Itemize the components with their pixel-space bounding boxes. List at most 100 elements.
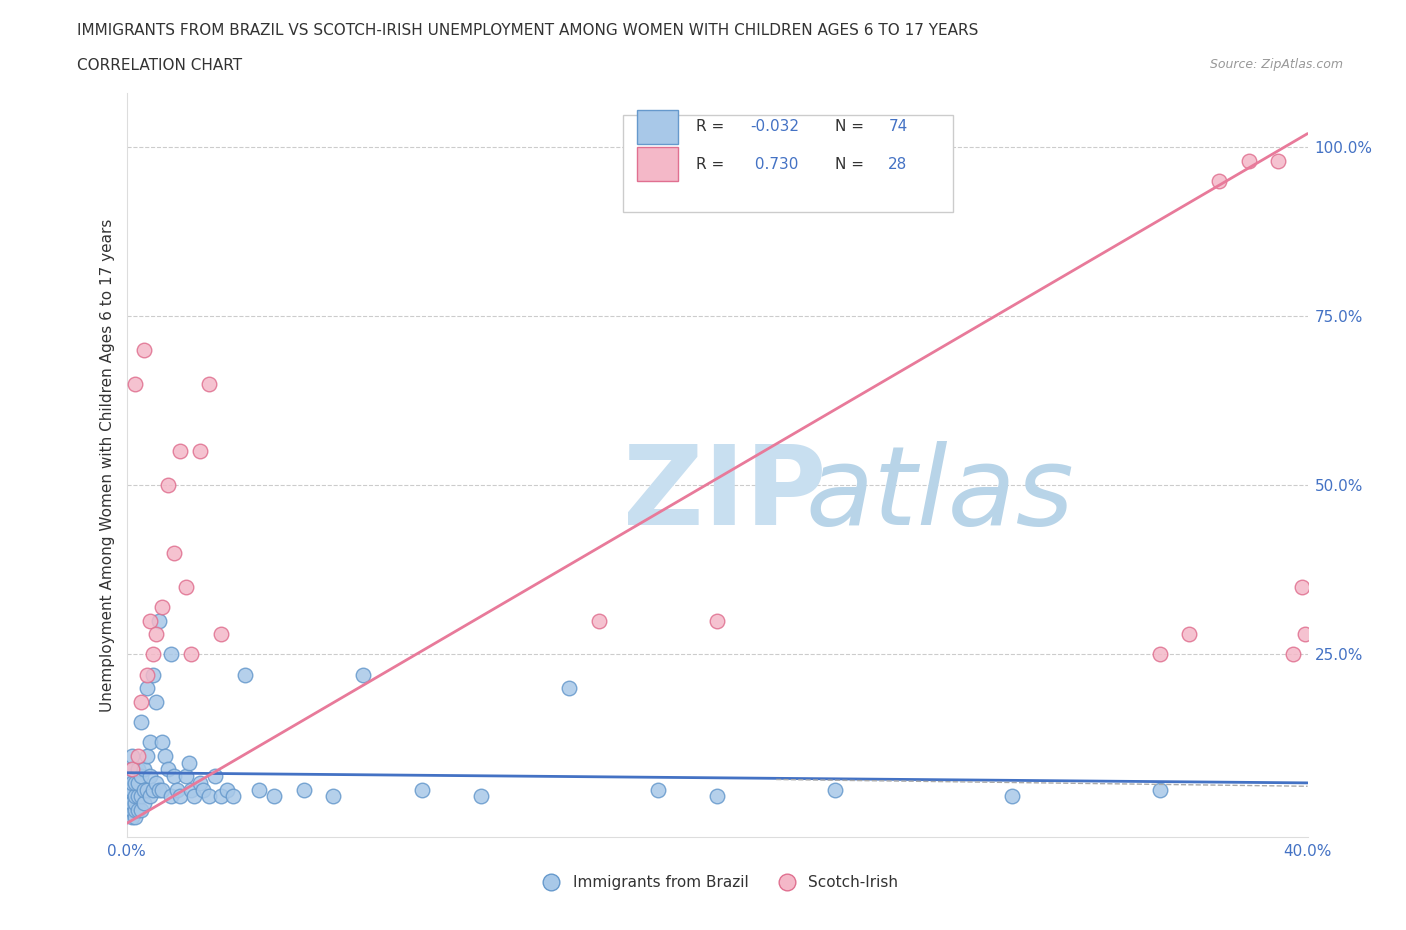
- Point: [150, 735, 173, 750]
- Point: [156, 478, 179, 493]
- Point: [124, 377, 146, 392]
- Point: [127, 803, 149, 817]
- Point: [124, 809, 146, 824]
- Point: [121, 749, 143, 764]
- Point: [177, 755, 200, 770]
- Point: [127, 749, 149, 764]
- Point: [215, 782, 238, 797]
- Point: [222, 789, 245, 804]
- Point: [142, 667, 165, 682]
- Point: [174, 769, 197, 784]
- Text: R =: R =: [696, 119, 724, 134]
- Point: [118, 782, 141, 797]
- Point: [121, 782, 143, 797]
- Point: [136, 749, 159, 764]
- Point: [134, 342, 156, 357]
- Text: atlas: atlas: [806, 441, 1074, 549]
- Point: [183, 789, 205, 804]
- Point: [1291, 579, 1313, 594]
- Text: R =: R =: [696, 156, 724, 171]
- Point: [118, 769, 141, 784]
- Point: [292, 782, 315, 797]
- Point: [166, 782, 188, 797]
- Point: [163, 546, 186, 561]
- Point: [124, 803, 146, 817]
- Point: [204, 769, 226, 784]
- Point: [156, 762, 179, 777]
- Point: [127, 789, 149, 804]
- Point: [193, 782, 215, 797]
- Point: [118, 796, 141, 811]
- Point: [118, 803, 141, 817]
- Text: 28: 28: [889, 156, 907, 171]
- Point: [706, 789, 728, 804]
- Point: [134, 796, 156, 811]
- Text: Source: ZipAtlas.com: Source: ZipAtlas.com: [1209, 58, 1343, 71]
- Point: [169, 789, 191, 804]
- Point: [647, 782, 669, 797]
- Point: [139, 613, 162, 628]
- Point: [180, 647, 202, 662]
- Point: [129, 714, 153, 729]
- Bar: [637, 110, 678, 143]
- Text: 74: 74: [889, 119, 907, 134]
- Point: [136, 782, 159, 797]
- Point: [134, 762, 156, 777]
- Point: [136, 681, 159, 696]
- Text: N =: N =: [835, 119, 865, 134]
- Point: [188, 776, 212, 790]
- Point: [136, 667, 159, 682]
- Point: [169, 444, 191, 458]
- Point: [121, 796, 143, 811]
- Point: [352, 667, 374, 682]
- Point: [127, 762, 149, 777]
- Point: [1149, 647, 1171, 662]
- Point: [322, 789, 344, 804]
- Text: CORRELATION CHART: CORRELATION CHART: [77, 58, 242, 73]
- Point: [118, 789, 141, 804]
- FancyBboxPatch shape: [623, 115, 953, 212]
- Point: [558, 681, 581, 696]
- Point: [150, 782, 173, 797]
- Bar: [637, 147, 678, 180]
- Point: [139, 735, 162, 750]
- Text: N =: N =: [835, 156, 865, 171]
- Point: [121, 776, 143, 790]
- Point: [142, 647, 165, 662]
- Point: [1208, 174, 1230, 189]
- Point: [1149, 782, 1171, 797]
- Point: [198, 789, 221, 804]
- Point: [249, 782, 271, 797]
- Point: [263, 789, 285, 804]
- Point: [233, 667, 256, 682]
- Text: -0.032: -0.032: [751, 119, 799, 134]
- Text: IMMIGRANTS FROM BRAZIL VS SCOTCH-IRISH UNEMPLOYMENT AMONG WOMEN WITH CHILDREN AG: IMMIGRANTS FROM BRAZIL VS SCOTCH-IRISH U…: [77, 23, 979, 38]
- Point: [1282, 647, 1305, 662]
- Point: [124, 796, 146, 811]
- Point: [127, 776, 149, 790]
- Point: [1237, 153, 1260, 168]
- Point: [121, 762, 143, 777]
- Point: [145, 776, 167, 790]
- Point: [174, 579, 197, 594]
- Point: [188, 444, 212, 458]
- Point: [198, 377, 221, 392]
- Point: [706, 613, 728, 628]
- Point: [129, 769, 153, 784]
- Point: [1294, 627, 1316, 642]
- Point: [121, 762, 143, 777]
- Point: [163, 769, 186, 784]
- Point: [411, 782, 433, 797]
- Point: [134, 782, 156, 797]
- Legend: Immigrants from Brazil, Scotch-Irish: Immigrants from Brazil, Scotch-Irish: [530, 870, 904, 897]
- Point: [121, 803, 143, 817]
- Point: [150, 600, 173, 615]
- Point: [139, 769, 162, 784]
- Point: [139, 789, 162, 804]
- Point: [160, 789, 183, 804]
- Point: [1001, 789, 1024, 804]
- Point: [129, 789, 153, 804]
- Point: [129, 695, 153, 710]
- Point: [142, 782, 165, 797]
- Point: [124, 776, 146, 790]
